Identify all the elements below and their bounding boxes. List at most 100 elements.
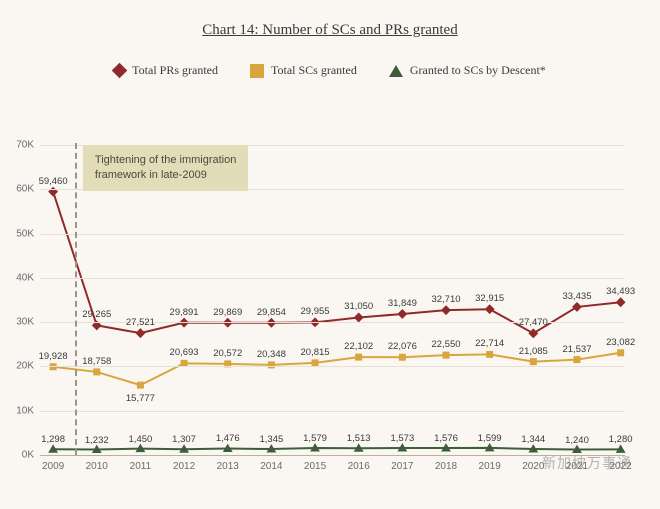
chart-plot-area: 0K10K20K30K40K50K60K70K20092010201120122… [40,145,625,455]
data-label-scs: 20,815 [301,347,330,358]
series-marker-prs [48,187,58,197]
gridline [40,411,625,412]
data-label-prs: 59,460 [39,176,68,187]
legend-label-scs: Total SCs granted [271,63,357,78]
data-label-scs: 18,758 [82,356,111,367]
y-tick-label: 20K [16,361,34,372]
data-label-scs: 22,102 [344,341,373,352]
y-tick-label: 10K [16,405,34,416]
data-label-scs: 22,550 [431,339,460,350]
x-axis [40,455,625,456]
series-line-scs [53,353,621,385]
data-label-descent: 1,307 [172,434,196,445]
data-label-descent: 1,573 [390,433,414,444]
data-label-prs: 29,854 [257,307,286,318]
data-label-scs: 20,572 [213,348,242,359]
series-marker-scs [399,354,406,361]
data-label-scs: 20,693 [170,347,199,358]
gridline [40,366,625,367]
gridline [40,234,625,235]
series-marker-scs [617,349,624,356]
x-tick-label: 2010 [86,461,108,472]
series-marker-scs [312,359,319,366]
data-label-descent: 1,576 [434,433,458,444]
series-marker-scs [486,351,493,358]
series-marker-prs [441,305,451,315]
data-label-prs: 34,493 [606,286,635,297]
diamond-icon [112,63,128,79]
data-label-descent: 1,513 [347,433,371,444]
y-tick-label: 70K [16,140,34,151]
triangle-icon [389,65,403,77]
square-icon [250,64,264,78]
y-tick-label: 40K [16,272,34,283]
y-tick-label: 30K [16,317,34,328]
annotation-box: Tightening of the immigrationframework i… [83,145,248,191]
annotation-line [75,143,77,455]
data-label-descent: 1,476 [216,433,240,444]
data-label-descent: 1,345 [259,434,283,445]
series-marker-scs [443,352,450,359]
x-tick-label: 2016 [348,461,370,472]
watermark: 新加坡万事通 [542,453,632,473]
data-label-prs: 31,849 [388,298,417,309]
legend-item-scs: Total SCs granted [250,63,357,78]
data-label-scs: 20,348 [257,349,286,360]
series-marker-scs [573,356,580,363]
x-tick-label: 2014 [260,461,282,472]
data-label-descent: 1,579 [303,433,327,444]
data-label-scs: 19,928 [39,351,68,362]
data-label-scs: 22,076 [388,341,417,352]
legend: Total PRs granted Total SCs granted Gran… [0,63,660,78]
x-tick-label: 2011 [130,461,152,472]
data-label-prs: 27,470 [519,317,548,328]
series-marker-scs [137,382,144,389]
y-tick-label: 50K [16,228,34,239]
series-marker-scs [355,354,362,361]
data-label-descent: 1,232 [85,435,109,446]
series-marker-scs [93,368,100,375]
legend-label-prs: Total PRs granted [132,63,218,78]
x-tick-label: 2018 [435,461,457,472]
data-label-scs: 21,085 [519,346,548,357]
data-label-prs: 31,050 [344,301,373,312]
data-label-descent: 1,280 [609,434,633,445]
data-label-prs: 29,869 [213,307,242,318]
data-label-descent: 1,344 [521,434,545,445]
y-tick-label: 0K [22,450,34,461]
data-label-descent: 1,599 [478,433,502,444]
series-marker-prs [135,328,145,338]
series-line-prs [53,192,621,334]
data-label-prs: 33,435 [562,291,591,302]
legend-item-prs: Total PRs granted [114,63,218,78]
x-tick-label: 2012 [173,461,195,472]
chart-title: Chart 14: Number of SCs and PRs granted [0,0,660,39]
data-label-prs: 32,915 [475,293,504,304]
series-marker-scs [530,358,537,365]
series-marker-prs [616,297,626,307]
data-label-scs: 21,537 [562,344,591,355]
series-marker-prs [572,302,582,312]
series-marker-prs [354,313,364,323]
legend-item-descent: Granted to SCs by Descent* [389,63,546,78]
x-tick-label: 2013 [217,461,239,472]
gridline [40,278,625,279]
legend-label-descent: Granted to SCs by Descent* [410,63,546,78]
series-marker-prs [397,309,407,319]
data-label-descent: 1,450 [129,434,153,445]
data-label-descent: 1,298 [41,434,65,445]
x-tick-label: 2017 [391,461,413,472]
data-label-scs: 15,777 [126,393,155,404]
data-label-descent: 1,240 [565,435,589,446]
data-label-prs: 27,521 [126,317,155,328]
data-label-prs: 29,265 [82,309,111,320]
series-marker-prs [485,304,495,314]
data-label-prs: 29,891 [170,307,199,318]
series-marker-prs [528,328,538,338]
data-label-prs: 32,710 [431,294,460,305]
data-label-scs: 23,082 [606,337,635,348]
chart-lines-svg [40,145,625,455]
x-tick-label: 2019 [479,461,501,472]
data-label-prs: 29,955 [301,306,330,317]
data-label-scs: 22,714 [475,338,504,349]
